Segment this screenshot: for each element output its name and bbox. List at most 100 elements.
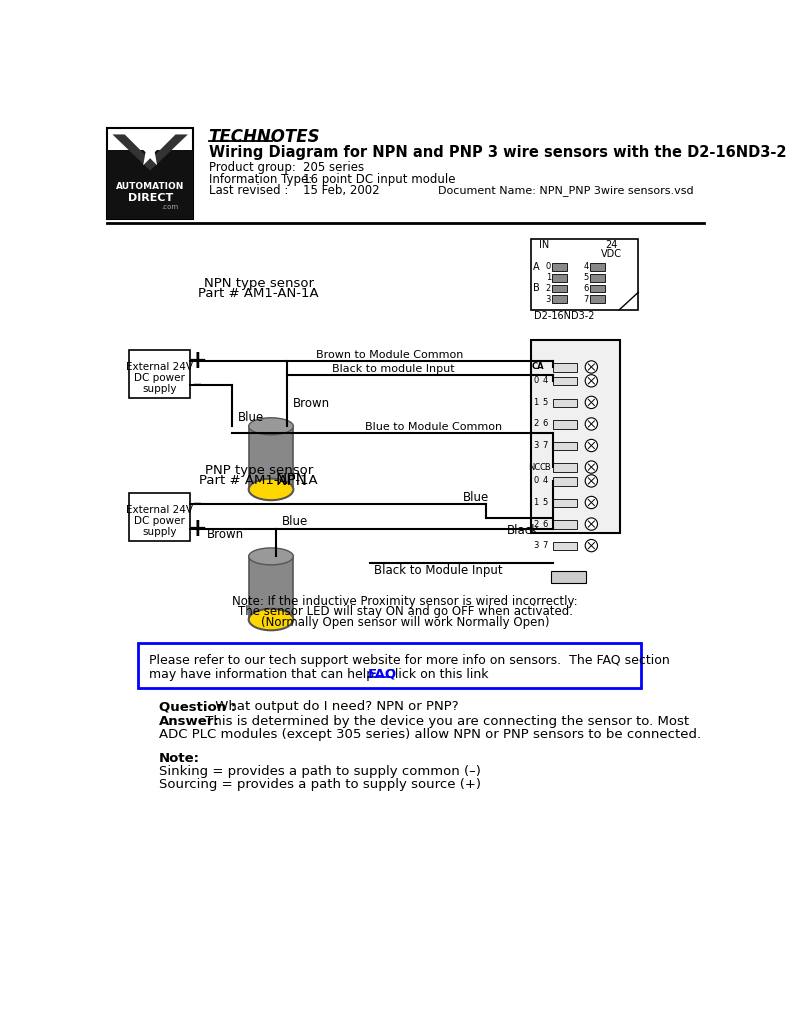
Text: A: A	[533, 262, 540, 271]
Text: What output do I need? NPN or PNP?: What output do I need? NPN or PNP?	[211, 700, 459, 713]
Text: 4: 4	[543, 476, 548, 485]
Text: NC: NC	[528, 463, 540, 472]
Circle shape	[585, 497, 597, 509]
Text: Part # AM1-AP-1A: Part # AM1-AP-1A	[199, 474, 318, 487]
Polygon shape	[138, 132, 162, 165]
Text: Part # AM1-AN-1A: Part # AM1-AN-1A	[199, 288, 319, 300]
Text: 0: 0	[533, 377, 539, 385]
Text: NPN type sensor: NPN type sensor	[204, 276, 314, 290]
Bar	[531, 240, 638, 310]
Text: NPN: NPN	[276, 473, 308, 487]
Text: 15 Feb, 2002: 15 Feb, 2002	[303, 184, 379, 198]
Text: Question :: Question :	[159, 700, 236, 713]
Circle shape	[585, 540, 597, 552]
Text: 1: 1	[533, 398, 539, 407]
Text: .com: .com	[161, 204, 179, 210]
Text: 205 series: 205 series	[303, 161, 364, 174]
Text: 0: 0	[546, 262, 551, 271]
Text: B: B	[533, 284, 540, 294]
Bar	[552, 295, 567, 303]
Text: DIRECT: DIRECT	[127, 193, 172, 203]
Text: 1: 1	[533, 498, 539, 507]
Circle shape	[585, 461, 597, 473]
Text: Last revised :: Last revised :	[209, 184, 288, 198]
Text: 4: 4	[583, 262, 589, 271]
Text: Black: Black	[507, 524, 539, 538]
Text: may have information that can help.  Click on this link: may have information that can help. Clic…	[149, 668, 488, 681]
Circle shape	[585, 360, 597, 373]
Text: 5: 5	[543, 398, 548, 407]
Text: –: –	[193, 495, 202, 513]
Bar	[553, 377, 577, 385]
Text: 3: 3	[533, 441, 539, 450]
Text: +: +	[188, 517, 208, 541]
Ellipse shape	[248, 478, 293, 500]
Text: 7: 7	[583, 295, 589, 304]
Text: supply: supply	[142, 384, 176, 393]
Text: 4: 4	[543, 377, 548, 385]
Text: –: –	[193, 377, 202, 394]
Text: 6: 6	[583, 284, 589, 293]
Bar	[248, 556, 293, 620]
Bar	[553, 441, 577, 451]
Ellipse shape	[248, 418, 293, 435]
Bar	[553, 520, 577, 528]
Bar	[590, 273, 605, 282]
Text: Document Name: NPN_PNP 3wire sensors.vsd: Document Name: NPN_PNP 3wire sensors.vsd	[438, 185, 694, 196]
Text: Black to Module Input: Black to Module Input	[374, 564, 502, 577]
Bar	[549, 343, 589, 357]
Bar	[552, 273, 567, 282]
Text: 7: 7	[543, 441, 548, 450]
Text: Brown: Brown	[293, 397, 331, 411]
Text: The sensor LED will stay ON and go OFF when activated.: The sensor LED will stay ON and go OFF w…	[237, 605, 573, 618]
Bar	[107, 128, 193, 219]
Text: 3: 3	[533, 541, 539, 550]
Text: D2-16ND3-2: D2-16ND3-2	[535, 311, 595, 322]
Bar	[129, 494, 190, 541]
Text: External 24V: External 24V	[126, 361, 193, 372]
Text: Note:: Note:	[159, 753, 199, 765]
Text: Product group:: Product group:	[209, 161, 296, 174]
Text: IN: IN	[539, 240, 550, 250]
Text: Blue: Blue	[238, 411, 264, 424]
Bar	[553, 398, 577, 407]
Text: Sinking = provides a path to supply common (–): Sinking = provides a path to supply comm…	[159, 766, 480, 778]
Circle shape	[585, 439, 597, 452]
Text: 2: 2	[546, 284, 551, 293]
Bar	[590, 263, 605, 270]
Text: External 24V: External 24V	[126, 505, 193, 515]
Text: (Normally Open sensor will work Normally Open): (Normally Open sensor will work Normally…	[261, 616, 549, 629]
Text: Please refer to our tech support website for more info on sensors.  The FAQ sect: Please refer to our tech support website…	[149, 654, 669, 667]
Circle shape	[585, 418, 597, 430]
Text: 0: 0	[533, 476, 539, 485]
Bar	[248, 426, 293, 489]
Text: Wiring Diagram for NPN and PNP 3 wire sensors with the D2-16ND3-2: Wiring Diagram for NPN and PNP 3 wire se…	[209, 144, 786, 160]
Circle shape	[585, 375, 597, 387]
Polygon shape	[112, 134, 188, 171]
Circle shape	[585, 518, 597, 530]
Ellipse shape	[248, 548, 293, 565]
Text: 6: 6	[543, 519, 548, 528]
Text: VDC: VDC	[601, 249, 622, 259]
Bar	[553, 420, 577, 429]
Text: DC power: DC power	[134, 373, 185, 383]
Circle shape	[585, 475, 597, 487]
Text: +: +	[188, 349, 208, 373]
Bar	[553, 542, 577, 550]
Text: 7: 7	[543, 541, 548, 550]
Text: 24: 24	[605, 240, 618, 250]
Text: Blue: Blue	[463, 490, 489, 504]
Bar	[553, 499, 577, 507]
Bar	[551, 571, 586, 584]
Text: 16 point DC input module: 16 point DC input module	[303, 173, 455, 185]
Bar	[129, 350, 190, 397]
Text: AUTOMATION: AUTOMATION	[116, 181, 184, 190]
Text: Brown to Module Common: Brown to Module Common	[316, 350, 464, 360]
Text: Answer:: Answer:	[159, 716, 219, 728]
Text: ADC PLC modules (except 305 series) allow NPN or PNP sensors to be connected.: ADC PLC modules (except 305 series) allo…	[159, 728, 701, 740]
Text: 3: 3	[546, 295, 551, 304]
Bar	[552, 263, 567, 270]
Bar	[552, 285, 567, 292]
Text: Blue to Module Common: Blue to Module Common	[365, 422, 502, 432]
Text: supply: supply	[142, 526, 176, 537]
